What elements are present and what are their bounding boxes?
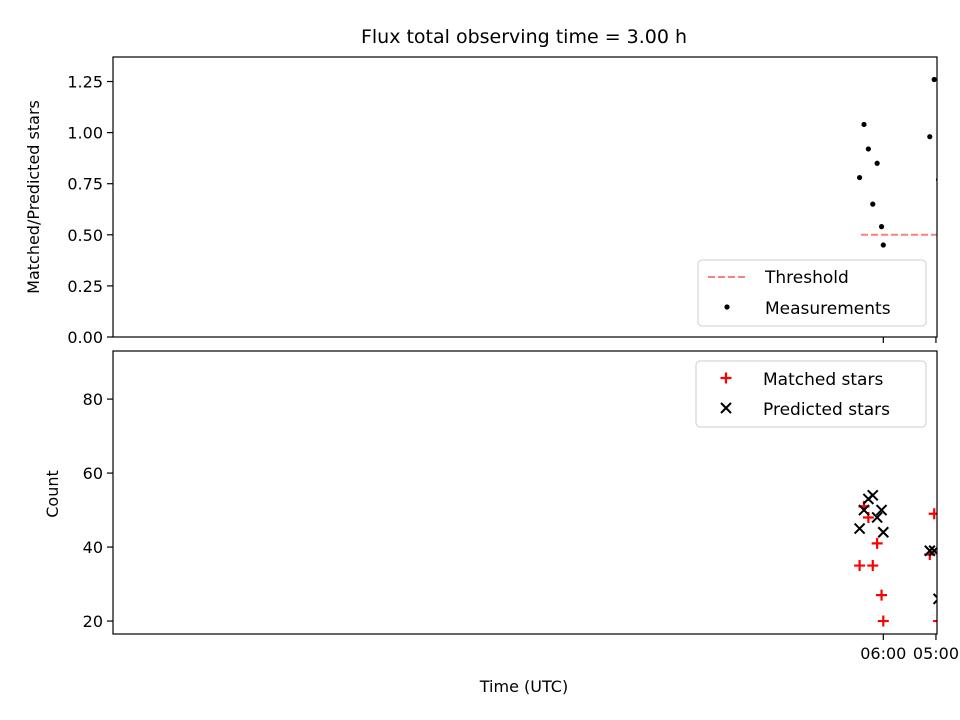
top-y-axis-label: Matched/Predicted stars [24,100,43,294]
bottom-y-tick-label: 40 [83,538,103,557]
bottom-y-tick-label: 20 [83,612,103,631]
matched-star-point [867,560,879,572]
x-axis-label: Time (UTC) [479,677,568,696]
top-y-tick-label: 1.25 [67,73,103,92]
legend-measurements-swatch [724,304,730,310]
top-y-tick-label: 0.50 [67,226,103,245]
legend-matched-swatch [720,372,732,384]
predicted-star-point [871,511,883,524]
measurement-point [931,76,937,83]
count-panel: 23:0000:0001:0002:0003:0004:0005:0006:00… [83,350,959,663]
predicted-star-point [875,504,888,516]
predicted-star-point [862,493,875,505]
measurement-point [861,121,867,128]
bottom-legend: Matched stars Predicted stars [695,360,927,428]
ratio-panel: 0.00 0.25 0.50 0.75 1.00 1.25 Threshold Measure… [67,56,938,347]
x-tick-label: 06:00 [860,644,906,663]
top-plot-area [857,76,937,248]
measurement-point [880,242,886,248]
legend-matched-label: Matched stars [763,370,883,390]
predicted-star-point [877,526,890,538]
legend-threshold-label: Threshold [764,268,849,288]
legend-box [697,259,927,327]
predicted-star-point [932,593,937,605]
bottom-series-predicted-stars [853,489,937,605]
measurement-point [927,134,933,140]
predicted-star-point [853,522,866,535]
predicted-star-point [928,545,937,557]
top-y-tick-label: 0.75 [67,175,103,194]
top-axes-frame [112,56,938,338]
figure-title: Flux total observing time = 3.00 h [361,26,687,48]
bottom-y-tick-label: 80 [83,390,103,409]
top-legend: Threshold Measurements [697,259,927,327]
predicted-star-point [924,545,936,557]
bottom-y-tick-label: 60 [83,464,103,483]
measurement-point [878,224,885,230]
predicted-star-point [858,504,870,516]
matched-star-point [876,589,888,601]
measurement-point [870,201,876,207]
legend-predicted-label: Predicted stars [763,400,890,420]
top-y-tick-label: 0.25 [67,277,103,296]
bottom-axes-frame [112,350,938,635]
measurement-point [865,146,871,152]
matched-star-point [933,619,937,623]
measurement-point [874,160,880,166]
x-tick-label: 05:00 [913,644,959,663]
bottom-y-axis-label: Count [43,470,62,518]
top-y-tick-label: 1.00 [67,124,103,143]
top-y-tick-label: 0.00 [67,328,103,347]
matched-star-point [928,508,937,520]
legend-measurements-label: Measurements [765,299,891,319]
measurement-point [857,174,863,181]
legend-box [695,360,927,428]
top-series-measurements [857,76,937,248]
matched-star-point [854,560,866,572]
matched-star-point [877,615,889,627]
bottom-plot-area [853,489,937,627]
legend-predicted-swatch [720,402,732,414]
matched-star-point [871,537,883,549]
